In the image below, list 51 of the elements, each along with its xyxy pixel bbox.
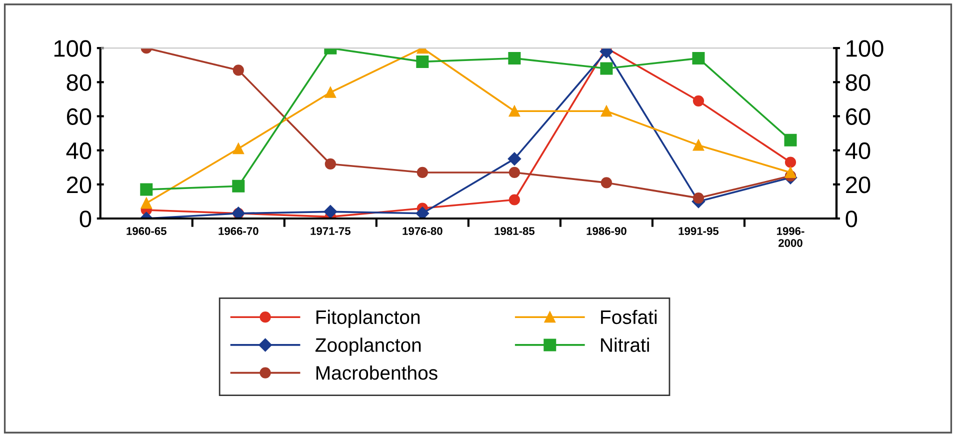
point [600,177,612,188]
y2-tick-label: 80 [846,74,870,91]
point [140,198,152,209]
point [508,52,521,65]
point [232,143,244,154]
y2-tick-label: 60 [846,108,870,126]
point [324,86,336,98]
y2-tick-label: 100 [846,40,884,57]
x-tick-label: 1960-65 [126,227,166,235]
point [324,158,336,170]
point [508,166,520,178]
point [692,95,704,106]
point [416,55,429,68]
point [416,206,430,218]
x-tick-label: 1986-90 [586,227,626,235]
y2-tick-label: 40 [845,142,870,160]
point [692,192,704,204]
x-tick-label: 1971-75 [310,227,350,235]
point [232,64,244,76]
y2-tick-label: 20 [846,176,870,194]
point [784,166,796,178]
y-tick-label: 0 [80,210,92,228]
x-tick-label: 1996- 2000 [776,227,804,247]
x-tick-label: 1976-80 [402,227,442,235]
y-tick-label: 100 [54,40,92,57]
point [692,52,705,65]
legend-label: Nitrati [601,338,649,352]
point [140,183,153,196]
y-tick-label: 40 [66,142,92,160]
x-tick-label: 1991-95 [678,227,719,235]
point [784,156,796,168]
point [508,194,520,206]
point [784,134,797,146]
legend-label: Zooplancton [315,338,421,356]
legend-label: Macrobenthos [316,366,438,380]
y-tick-label: 60 [66,108,92,126]
y2-tick-label: 0 [846,210,858,228]
legend-label: Fosfati [601,310,657,324]
x-tick-label: 1981-85 [494,227,535,235]
point [508,106,520,117]
point [416,166,428,178]
legend-label: Fitoplancton [316,310,420,328]
point [324,205,338,218]
point [508,152,522,166]
point [232,180,245,192]
x-tick-label: 1966-70 [218,227,258,235]
y-tick-label: 20 [66,176,92,194]
y-tick-label: 80 [66,74,92,91]
point [600,62,613,75]
point [692,140,704,151]
point [600,106,612,117]
